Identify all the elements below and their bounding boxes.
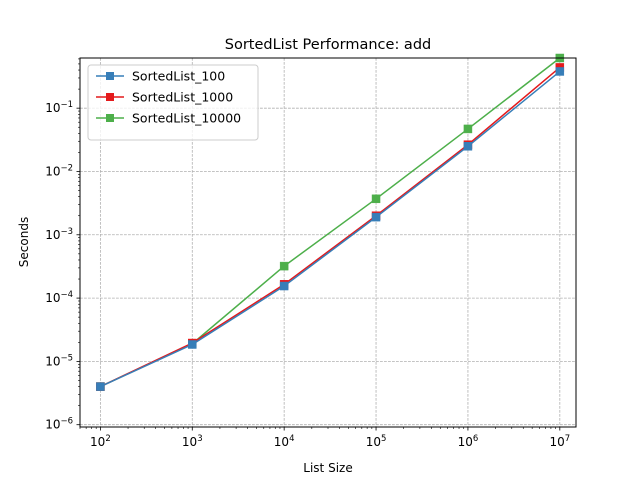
x-tick-label: 102	[90, 434, 111, 449]
y-tick-label: 10−6	[45, 417, 73, 432]
legend-box	[87, 64, 259, 141]
legend-label: SortedList_10000	[132, 111, 241, 126]
series-line	[100, 70, 561, 388]
x-tick-label: 105	[366, 434, 387, 449]
data-point-marker	[463, 124, 473, 134]
series-SortedList_100	[96, 67, 565, 391]
y-tick-label: 10−2	[45, 163, 73, 178]
data-point-marker	[96, 382, 105, 391]
series-line	[100, 66, 561, 388]
data-point-marker	[371, 212, 381, 222]
legend-item: SortedList_10000	[96, 111, 241, 126]
legend: SortedList_100 SortedList_1000 SortedList_…	[87, 64, 259, 141]
data-point-marker	[279, 261, 289, 271]
data-point-marker	[555, 67, 565, 76]
x-tick-label: 104	[274, 434, 295, 449]
data-point-marker	[279, 281, 289, 291]
legend-item: SortedList_1000	[96, 90, 233, 105]
x-tick-label: 106	[458, 434, 479, 449]
y-tick-label: 10−5	[45, 353, 73, 368]
legend-marker	[106, 72, 114, 80]
data-point-marker	[188, 340, 197, 349]
legend-marker	[106, 114, 114, 122]
data-point-marker	[371, 194, 381, 204]
grid-layer	[80, 58, 576, 427]
legend-label: SortedList_1000	[132, 90, 233, 105]
x-tick-label: 107	[549, 434, 570, 449]
y-tick-label: 10−1	[45, 100, 73, 115]
ticks-layer: 102 103 104 105 106 107 10−6 10−5 10−4 10−3 10−2 10…	[45, 58, 570, 449]
chart-title: SortedList Performance: add	[225, 37, 431, 53]
legend-marker	[106, 93, 114, 101]
data-point-marker	[463, 142, 473, 151]
y-axis-label: Seconds	[17, 217, 31, 267]
legend-item: SortedList_100	[96, 69, 225, 84]
y-tick-label: 10−4	[45, 290, 73, 305]
x-tick-label: 103	[182, 434, 203, 449]
y-tick-label: 10−3	[45, 227, 73, 242]
legend-label: SortedList_100	[132, 69, 225, 84]
x-axis-label: List Size	[303, 461, 352, 475]
